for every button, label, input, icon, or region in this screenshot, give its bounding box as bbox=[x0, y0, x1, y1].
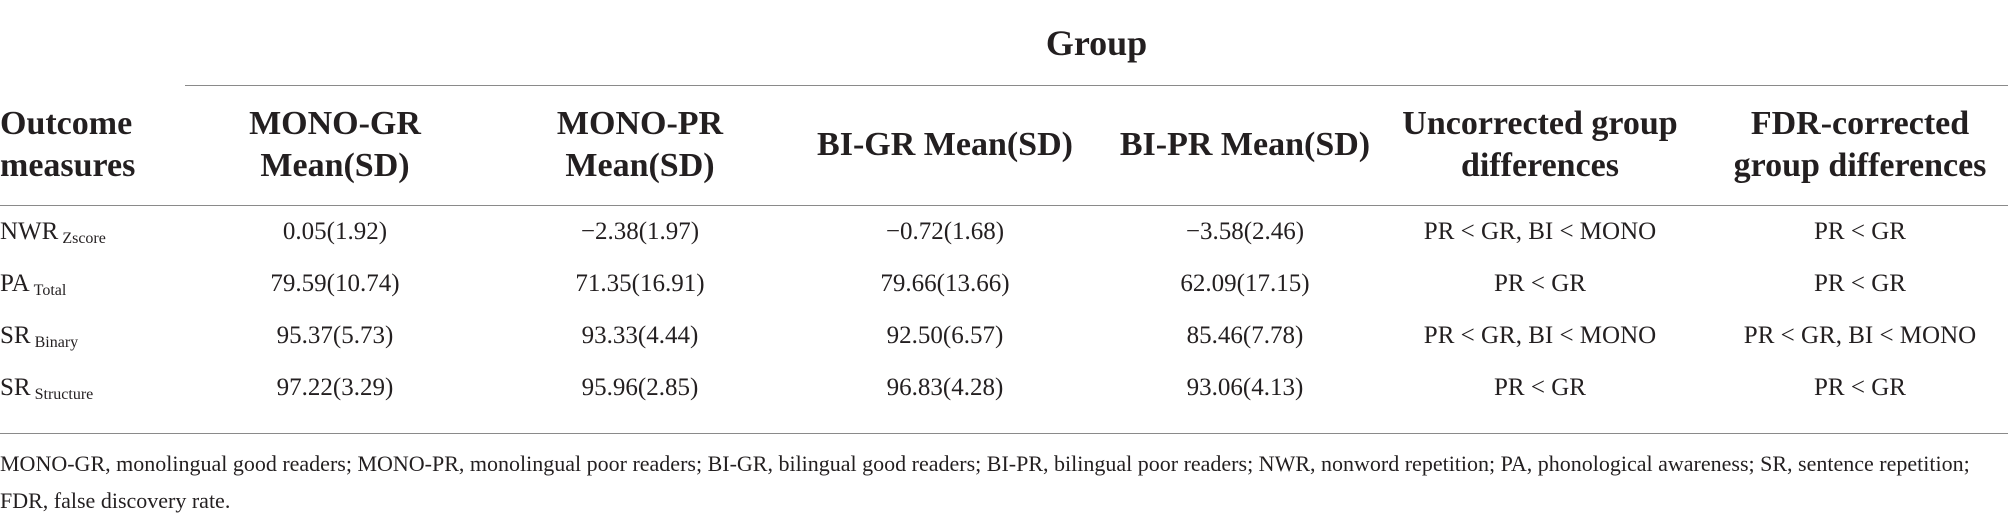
cell-bi-pr: 62.09(17.15) bbox=[1180, 270, 1310, 297]
bottom-rule bbox=[0, 433, 2008, 434]
outcome-measure-cell: SR Binary bbox=[0, 310, 200, 362]
measure-subscript: Binary bbox=[34, 334, 79, 351]
cell-mono-pr: 71.35(16.91) bbox=[575, 270, 705, 297]
header-uncorrected: Uncorrected group differences bbox=[1402, 105, 1678, 184]
table-row: SR Structure 97.22(3.29) 95.96(2.85) 96.83(4… bbox=[0, 362, 2008, 414]
cell-uncorrected: PR < GR, BI < MONO bbox=[1423, 322, 1657, 349]
measure-name: SR bbox=[0, 322, 31, 349]
header-rule bbox=[0, 205, 2008, 206]
measure-subscript: Total bbox=[33, 282, 67, 299]
header-outcome-measures: Outcome measures bbox=[0, 105, 136, 184]
cell-fdr: PR < GR, BI < MONO bbox=[1743, 322, 1977, 349]
cell-mono-gr: 0.05(1.92) bbox=[282, 218, 388, 245]
cell-uncorrected: PR < GR, BI < MONO bbox=[1423, 218, 1657, 245]
cell-bi-gr: −0.72(1.68) bbox=[885, 218, 1005, 245]
group-title: Group bbox=[1045, 23, 1148, 63]
measure-name: PA bbox=[0, 270, 30, 297]
measure-subscript: Structure bbox=[34, 386, 94, 403]
group-rule bbox=[185, 85, 2008, 86]
header-bi-gr: BI-GR Mean(SD) bbox=[817, 126, 1073, 163]
cell-fdr: PR < GR bbox=[1814, 218, 1906, 245]
table-row: PA Total 79.59(10.74) 71.35(16.91) 79.66(13.… bbox=[0, 258, 2008, 310]
cell-bi-gr: 79.66(13.66) bbox=[880, 270, 1010, 297]
cell-uncorrected: PR < GR bbox=[1494, 270, 1586, 297]
cell-mono-gr: 79.59(10.74) bbox=[270, 270, 400, 297]
header-fdr-corrected: FDR-corrected group differences bbox=[1733, 105, 1987, 184]
header-bi-pr: BI-PR Mean(SD) bbox=[1119, 126, 1371, 163]
table-footnote: MONO-GR, monolingual good readers; MONO-… bbox=[0, 451, 1970, 513]
measure-subscript: Zscore bbox=[62, 230, 106, 247]
table-row: NWR Zscore 0.05(1.92) −2.38(1.97) −0.72(1.68… bbox=[0, 206, 2008, 258]
cell-fdr: PR < GR bbox=[1814, 270, 1906, 297]
cell-bi-gr: 92.50(6.57) bbox=[886, 322, 1004, 349]
cell-mono-gr: 95.37(5.73) bbox=[276, 322, 394, 349]
outcome-measure-cell: SR Structure bbox=[0, 362, 200, 414]
measure-name: SR bbox=[0, 374, 31, 401]
header-mono-pr: MONO-PR Mean(SD) bbox=[556, 105, 724, 184]
outcome-measure-cell: PA Total bbox=[0, 258, 200, 310]
outcome-measure-cell: NWR Zscore bbox=[0, 206, 200, 258]
cell-bi-pr: 85.46(7.78) bbox=[1186, 322, 1304, 349]
cell-mono-pr: 93.33(4.44) bbox=[581, 322, 699, 349]
cell-uncorrected: PR < GR bbox=[1494, 374, 1586, 401]
cell-bi-pr: 93.06(4.13) bbox=[1186, 374, 1304, 401]
cell-mono-pr: −2.38(1.97) bbox=[580, 218, 700, 245]
cell-fdr: PR < GR bbox=[1814, 374, 1906, 401]
cell-mono-gr: 97.22(3.29) bbox=[276, 374, 394, 401]
cell-bi-pr: −3.58(2.46) bbox=[1185, 218, 1305, 245]
cell-mono-pr: 95.96(2.85) bbox=[581, 374, 699, 401]
cell-bi-gr: 96.83(4.28) bbox=[886, 374, 1004, 401]
measure-name: NWR bbox=[0, 218, 59, 245]
header-mono-gr: MONO-GR Mean(SD) bbox=[249, 105, 421, 184]
table-row: SR Binary 95.37(5.73) 93.33(4.44) 92.50(6.57… bbox=[0, 310, 2008, 362]
